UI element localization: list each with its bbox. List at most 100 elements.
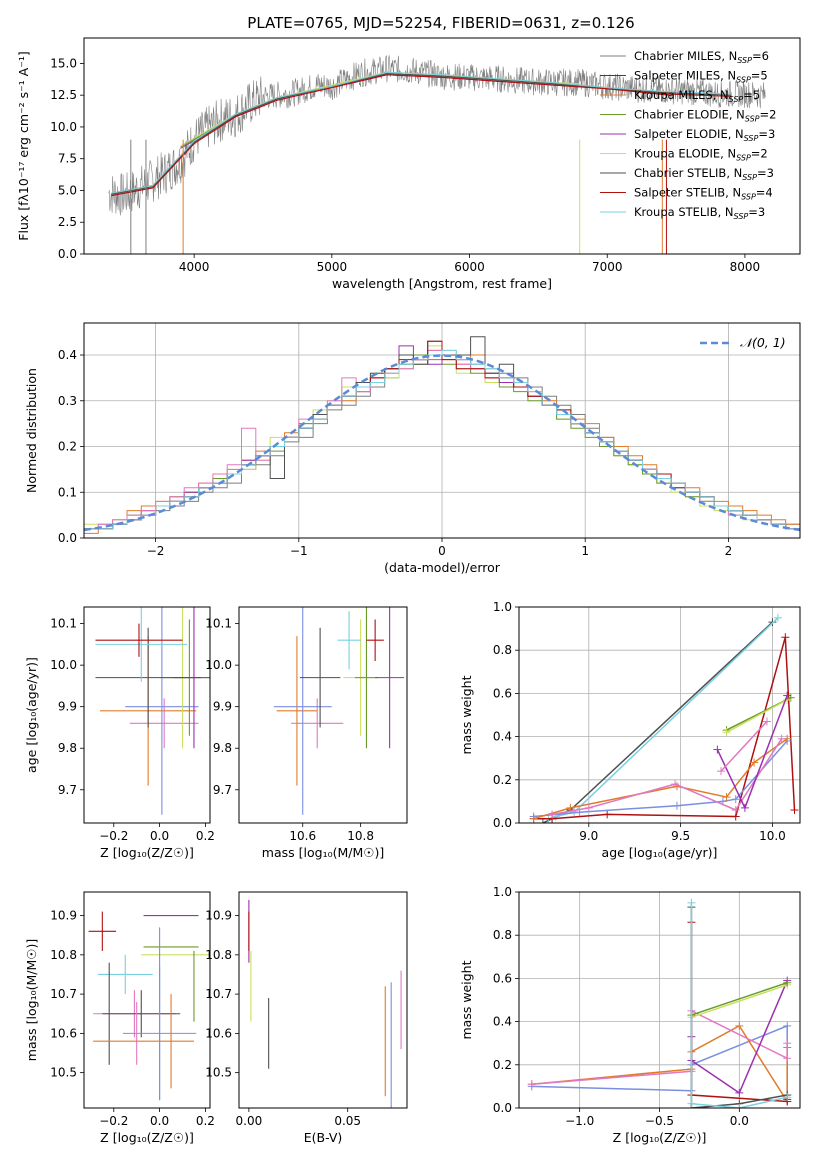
y-axis-label: Flux [fλ10⁻¹⁷ erg cm⁻² s⁻¹ A⁻¹] bbox=[16, 51, 31, 240]
y-tick-label: 10.5 bbox=[50, 1066, 77, 1080]
axes-frame bbox=[518, 606, 801, 824]
legend-name: Kroupa MILES, N bbox=[634, 88, 729, 102]
errorbar-panel-6: 0.00 0.05 10.5 10.6 10.7 10.8 10.9 E(B-V) bbox=[205, 891, 408, 1145]
x-tick-label: 4000 bbox=[179, 260, 210, 274]
y-tick-label: 0.0 bbox=[58, 531, 77, 545]
model-series-3 bbox=[111, 71, 670, 194]
massweight-plot-area bbox=[529, 613, 799, 823]
y-tick-label: 10.9 bbox=[205, 909, 232, 923]
x-axis-label: mass [log₁₀(M/M☉)] bbox=[262, 845, 384, 860]
axes-frame bbox=[83, 606, 211, 824]
x-tick-label: −0.2 bbox=[99, 829, 128, 843]
errorbar-panel-3: 10.6 10.8 9.7 9.8 9.9 10.0 10.1 mass [log₁₀(M/M… bbox=[205, 606, 408, 860]
x-tick-label: −2 bbox=[147, 544, 165, 558]
y-tick-label: 9.7 bbox=[58, 783, 77, 797]
x-tick-label: 0.05 bbox=[334, 1114, 361, 1128]
x-tick-label: 2 bbox=[725, 544, 733, 558]
massweight-series-8 bbox=[726, 699, 788, 733]
x-axis-label: age [log₁₀(age/yr)] bbox=[602, 845, 718, 860]
chart-panels: 4000 5000 6000 7000 80000.02.55.07.510.012.5… bbox=[16, 37, 801, 1145]
x-tick-label: 0.0 bbox=[150, 829, 169, 843]
y-tick-label: 0.8 bbox=[493, 643, 512, 657]
massweight-panel-7: −1.0 −0.5 0.0 0.0 0.2 0.4 0.6 0.8 1.0 Z [log₁₀(Z/… bbox=[459, 885, 801, 1145]
y-axis-label: age [log₁₀(age/yr)] bbox=[24, 657, 39, 773]
observed-spectrum bbox=[108, 55, 766, 216]
x-tick-label: 0.0 bbox=[730, 1114, 749, 1128]
x-tick-label: 9.0 bbox=[579, 829, 598, 843]
legend-name: Kroupa STELIB, N bbox=[634, 205, 734, 219]
y-tick-label: 0.3 bbox=[58, 394, 77, 408]
legend-suffix: =3 bbox=[757, 166, 774, 180]
legend-label: Kroupa STELIB, NSSP=3 bbox=[634, 205, 765, 221]
legend-label: Kroupa MILES, NSSP=5 bbox=[634, 88, 760, 104]
x-tick-label: 9.5 bbox=[671, 829, 690, 843]
legend-label: Chabrier ELODIE, NSSP=2 bbox=[634, 108, 776, 124]
axes-frame bbox=[238, 606, 408, 824]
y-tick-label: 10.1 bbox=[50, 617, 77, 631]
y-tick-label: 0.6 bbox=[493, 686, 512, 700]
y-axis-label: mass weight bbox=[459, 675, 474, 754]
legend-suffix: =2 bbox=[760, 108, 777, 122]
errorbar-panel-2: −0.2 0.0 0.2 9.7 9.8 9.9 10.0 10.1 Z [log₁₀(Z/Z☉… bbox=[24, 606, 215, 860]
x-axis-label: Z [log₁₀(Z/Z☉)] bbox=[100, 845, 194, 860]
x-tick-label: 0 bbox=[438, 544, 446, 558]
model-series-1 bbox=[111, 73, 670, 195]
model-series-9 bbox=[111, 71, 732, 194]
x-tick-label: −1.0 bbox=[565, 1114, 594, 1128]
y-tick-label: 10.5 bbox=[205, 1066, 232, 1080]
legend-suffix: =6 bbox=[752, 49, 769, 63]
legend-label: Salpeter MILES, NSSP=5 bbox=[634, 69, 768, 85]
legend-subscript: SSP bbox=[734, 212, 749, 221]
legend-subscript: SSP bbox=[736, 154, 751, 163]
massweight-series-9 bbox=[690, 902, 788, 1108]
legend-name: Chabrier MILES, N bbox=[634, 49, 737, 63]
legend-label: Kroupa ELODIE, NSSP=2 bbox=[634, 147, 768, 163]
legend-name: Salpeter MILES, N bbox=[634, 69, 736, 83]
y-tick-label: 0.0 bbox=[58, 247, 77, 261]
x-axis-label: (data-model)/error bbox=[384, 560, 501, 575]
figure-title: PLATE=0765, MJD=52254, FIBERID=0631, z=0… bbox=[247, 14, 634, 32]
legend-name: Salpeter STELIB, N bbox=[634, 186, 741, 200]
x-tick-label: −0.2 bbox=[99, 1114, 128, 1128]
x-axis-label: wavelength [Angstrom, rest frame] bbox=[332, 276, 552, 291]
y-tick-label: 0.2 bbox=[58, 440, 77, 454]
x-axis-label: Z [log₁₀(Z/Z☉)] bbox=[613, 1130, 707, 1145]
y-tick-label: 12.5 bbox=[50, 88, 77, 102]
legend-suffix: =4 bbox=[756, 186, 773, 200]
legend-subscript: SSP bbox=[729, 95, 744, 104]
y-tick-label: 10.6 bbox=[50, 1026, 77, 1040]
x-tick-label: 10.6 bbox=[289, 829, 316, 843]
x-tick-label: 8000 bbox=[730, 260, 761, 274]
y-tick-label: 0.0 bbox=[493, 1101, 512, 1115]
y-tick-label: 0.6 bbox=[493, 971, 512, 985]
y-tick-label: 9.9 bbox=[213, 700, 232, 714]
x-tick-label: 7000 bbox=[592, 260, 623, 274]
y-tick-label: 1.0 bbox=[493, 885, 512, 899]
legend-label: Salpeter ELODIE, NSSP=3 bbox=[634, 127, 775, 143]
x-tick-label: 0.2 bbox=[196, 1114, 215, 1128]
legend-subscript: SSP bbox=[737, 56, 752, 65]
y-axis-label: mass weight bbox=[459, 960, 474, 1039]
legend-subscript: SSP bbox=[741, 193, 756, 202]
y-tick-label: 1.0 bbox=[493, 600, 512, 614]
model-series-8 bbox=[111, 74, 732, 197]
legend-subscript: SSP bbox=[744, 134, 759, 143]
x-axis-label: E(B-V) bbox=[304, 1130, 343, 1145]
y-tick-label: 10.6 bbox=[205, 1026, 232, 1040]
massweight-plot-area bbox=[527, 898, 792, 1108]
massweight-series-5 bbox=[533, 738, 788, 820]
legend-name: Chabrier STELIB, N bbox=[634, 166, 742, 180]
y-tick-label: 10.0 bbox=[50, 658, 77, 672]
y-tick-label: 10.0 bbox=[50, 120, 77, 134]
y-tick-label: 9.8 bbox=[213, 741, 232, 755]
legend-label: Salpeter STELIB, NSSP=4 bbox=[634, 186, 773, 202]
y-tick-label: 10.0 bbox=[205, 658, 232, 672]
legend-label: Chabrier STELIB, NSSP=3 bbox=[634, 166, 774, 182]
y-tick-label: 10.7 bbox=[50, 987, 77, 1001]
massweight-series-5 bbox=[691, 984, 788, 1019]
x-tick-label: 6000 bbox=[454, 260, 485, 274]
massweight-panel-4: 9.0 9.5 10.0 0.0 0.2 0.4 0.6 0.8 1.0 age [log₁₀(a… bbox=[459, 600, 801, 860]
legend-suffix: =3 bbox=[758, 127, 775, 141]
